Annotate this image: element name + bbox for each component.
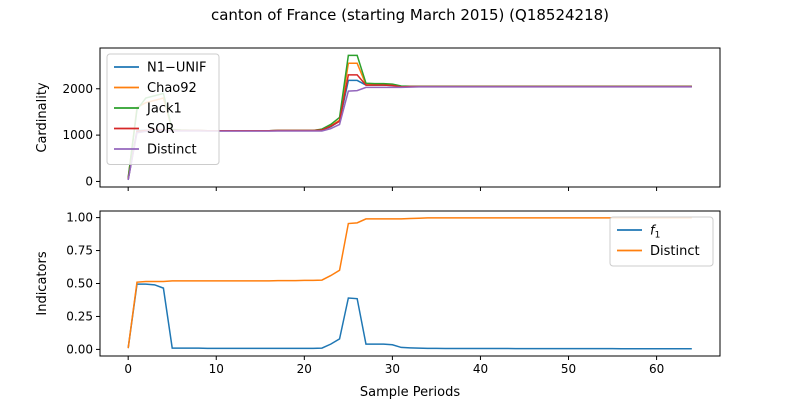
- y-tick-label: 0.50: [66, 277, 93, 291]
- series-line-f: [127, 283, 692, 350]
- x-tick-label: 40: [473, 362, 488, 376]
- x-tick-label: 0: [124, 362, 132, 376]
- legend-label: Jack1: [146, 102, 182, 117]
- y-axis-label: Cardinality: [35, 82, 50, 153]
- y-tick-label: 2000: [62, 82, 93, 96]
- x-tick-label: 10: [209, 362, 224, 376]
- legend-label: Distinct: [650, 244, 700, 259]
- legend-label: SOR: [147, 122, 175, 137]
- legend-label: Chao92: [147, 81, 197, 96]
- x-tick-label: 60: [649, 362, 664, 376]
- y-tick-label: 0.75: [66, 244, 93, 258]
- x-tick-label: 50: [561, 362, 576, 376]
- x-tick-label: 30: [385, 362, 400, 376]
- y-tick-label: 0.00: [66, 342, 93, 356]
- legend-label: f1: [650, 224, 660, 241]
- cardinality-panel: 0 1000 2000 Cardinality N1−UNIF Chao92 Jack1 SO…: [35, 47, 721, 191]
- legend: N1−UNIF Chao92 Jack1 SOR Distinct: [106, 53, 220, 165]
- y-tick-label: 1000: [62, 128, 93, 142]
- figure-title: canton of France (starting March 2015) (…: [211, 6, 609, 24]
- plot-frame: [99, 47, 721, 188]
- series-line-distinct: [127, 86, 692, 181]
- y-axis-label: Indicators: [35, 251, 50, 315]
- x-axis-label: Sample Periods: [360, 385, 460, 400]
- legend-box: [106, 53, 220, 165]
- legend-label: N1−UNIF: [147, 61, 206, 76]
- legend: f1 Distinct: [609, 216, 714, 267]
- x-tick-label: 20: [297, 362, 312, 376]
- y-tick-label: 0: [85, 174, 93, 188]
- y-tick-label: 0.25: [66, 309, 93, 323]
- series-line-distinct: [127, 217, 692, 349]
- indicators-panel: 0 10 20 30 40 50 60 0.00 0.25 0.50 0.75 1.00 Indicat…: [35, 210, 721, 376]
- legend-label: Distinct: [147, 143, 197, 158]
- y-tick-label: 1.00: [66, 211, 93, 225]
